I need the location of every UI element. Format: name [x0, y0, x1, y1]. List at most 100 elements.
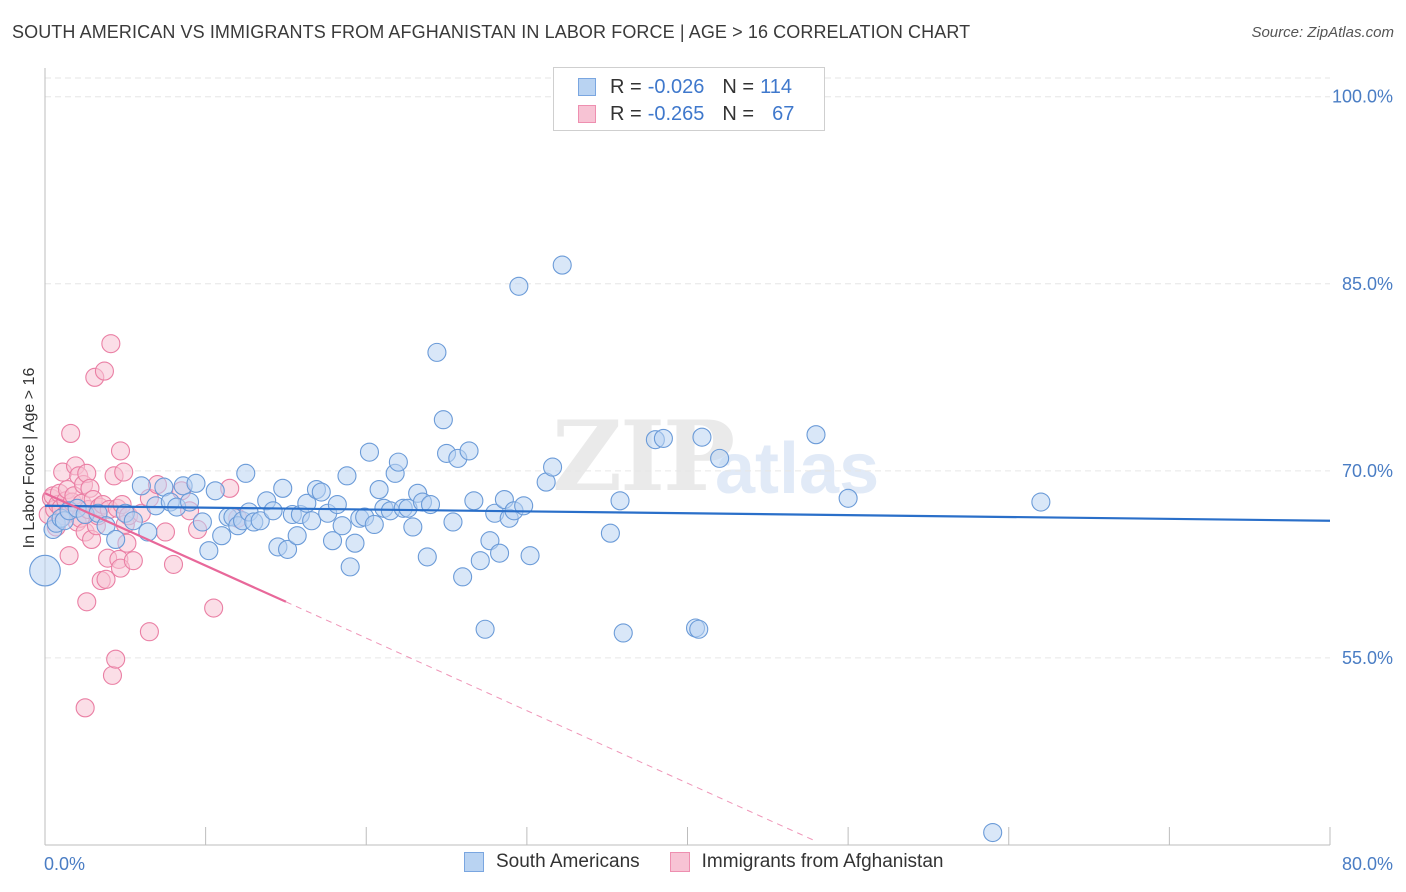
- r-label: R =: [610, 75, 642, 98]
- south-american-point: [364, 514, 384, 535]
- south-american-point: [600, 523, 620, 543]
- south-american-point: [332, 516, 352, 536]
- y-tick-label: 100.0%: [1332, 87, 1393, 107]
- afghanistan-point: [163, 554, 184, 574]
- south-american-point: [337, 466, 357, 486]
- south-american-point: [689, 619, 709, 639]
- south-american-point: [123, 511, 143, 531]
- n-value: 67: [772, 102, 795, 125]
- n-label: N =: [722, 102, 755, 125]
- south-american-point: [610, 491, 630, 511]
- afghanistan-point: [101, 334, 121, 354]
- chart-title: SOUTH AMERICAN VS IMMIGRANTS FROM AFGHAN…: [12, 22, 971, 42]
- y-axis-label: In Labor Force | Age > 16: [21, 368, 38, 549]
- south-american-point: [192, 512, 212, 532]
- south-american-point: [277, 539, 298, 559]
- south-american-point: [475, 619, 495, 639]
- south-american-point: [520, 546, 540, 566]
- south-american-point: [205, 481, 225, 501]
- south-american-point: [250, 511, 270, 531]
- blue-swatch: [578, 78, 596, 96]
- south-american-point: [653, 428, 673, 448]
- afghanistan-point: [123, 551, 143, 571]
- south-american-point: [273, 478, 293, 498]
- south-american-point: [131, 476, 151, 496]
- afghanistan-point: [102, 665, 123, 685]
- south-american-point: [710, 448, 730, 468]
- pink-swatch: [578, 105, 596, 123]
- south-american-point: [420, 494, 441, 515]
- south-american-point: [509, 276, 529, 296]
- south-american-point: [1031, 492, 1051, 512]
- afghanistan-point: [77, 592, 97, 612]
- south-american-point: [427, 342, 447, 362]
- south-american-point: [327, 494, 347, 515]
- watermark-zip: ZIP: [552, 400, 735, 513]
- south-american-point: [464, 491, 484, 511]
- south-american-point: [340, 557, 360, 577]
- south-american-point: [552, 255, 572, 275]
- south-american-point: [692, 427, 712, 447]
- south-american-point: [345, 533, 365, 553]
- south-american-point: [311, 482, 331, 502]
- axis-layer: [44, 68, 1331, 846]
- series-legend: South Americans Immigrants from Afghanis…: [464, 851, 973, 873]
- south-american-point: [470, 551, 490, 571]
- afghanistan-trendline: [44, 492, 287, 603]
- south-american-point: [212, 526, 232, 546]
- x-tick-label: 80.0%: [1342, 854, 1393, 874]
- afghanistan-point: [106, 649, 126, 669]
- afghanistan-point: [59, 546, 79, 566]
- south-american-point: [186, 473, 206, 493]
- afghanistan-point: [61, 423, 81, 443]
- south-american-point: [322, 531, 343, 551]
- afghanistan-point: [94, 361, 114, 381]
- legend-label: Immigrants from Afghanistan: [701, 851, 944, 872]
- afghanistan-point: [96, 569, 116, 589]
- trend-layer: [44, 492, 1331, 842]
- south-american-point: [106, 529, 126, 549]
- pink-swatch: [669, 852, 690, 872]
- south-american-point: [453, 567, 473, 587]
- south-american-point: [490, 543, 510, 563]
- blue-points-layer: [29, 255, 1051, 843]
- south-american-point: [806, 425, 826, 445]
- south-american-point: [417, 547, 437, 567]
- correlation-legend: R = -0.026 N = 114 R = -0.265 N = 67: [553, 67, 825, 131]
- r-label: R =: [610, 102, 642, 125]
- label-layer: 55.0% 70.0% 85.0% 100.0% 0.0% 80.0% In Labor F…: [21, 87, 1393, 874]
- legend-item-afghanistan[interactable]: Immigrants from Afghanistan: [669, 851, 944, 873]
- y-tick-label: 85.0%: [1342, 274, 1393, 294]
- afghanistan-point: [204, 598, 224, 618]
- south-american-point: [543, 457, 563, 477]
- south-american-point: [459, 441, 479, 461]
- south-american-point: [138, 522, 158, 542]
- south-american-point: [359, 442, 380, 462]
- south-american-point: [838, 488, 858, 508]
- legend-row-south-americans: R = -0.026 N = 114: [578, 74, 792, 100]
- afghanistan-point: [155, 522, 176, 542]
- legend-item-south-americans[interactable]: South Americans: [464, 851, 640, 873]
- y-tick-label: 55.0%: [1342, 648, 1393, 668]
- south-american-point: [287, 526, 307, 546]
- south-american-point: [263, 501, 283, 521]
- y-tick-label: 70.0%: [1342, 461, 1393, 481]
- legend-row-afghanistan: R = -0.265 N = 67: [578, 101, 794, 127]
- south-american-point: [388, 452, 408, 472]
- blue-swatch: [464, 852, 484, 872]
- n-value: 114: [760, 75, 792, 98]
- south-american-point: [236, 463, 256, 483]
- afghanistan-point: [75, 698, 95, 718]
- south-american-point: [433, 410, 453, 430]
- source-label: Source: ZipAtlas.com: [1251, 24, 1394, 41]
- afghanistan-point: [114, 462, 134, 482]
- south-american-point: [29, 554, 61, 587]
- south-american-trendline: [44, 504, 1331, 522]
- r-value: -0.026: [647, 75, 705, 98]
- south-american-point: [443, 512, 463, 532]
- south-american-point: [613, 623, 633, 643]
- r-value: -0.265: [647, 102, 705, 125]
- n-label: N =: [722, 75, 755, 98]
- afghanistan-trendline-extension: [285, 601, 817, 842]
